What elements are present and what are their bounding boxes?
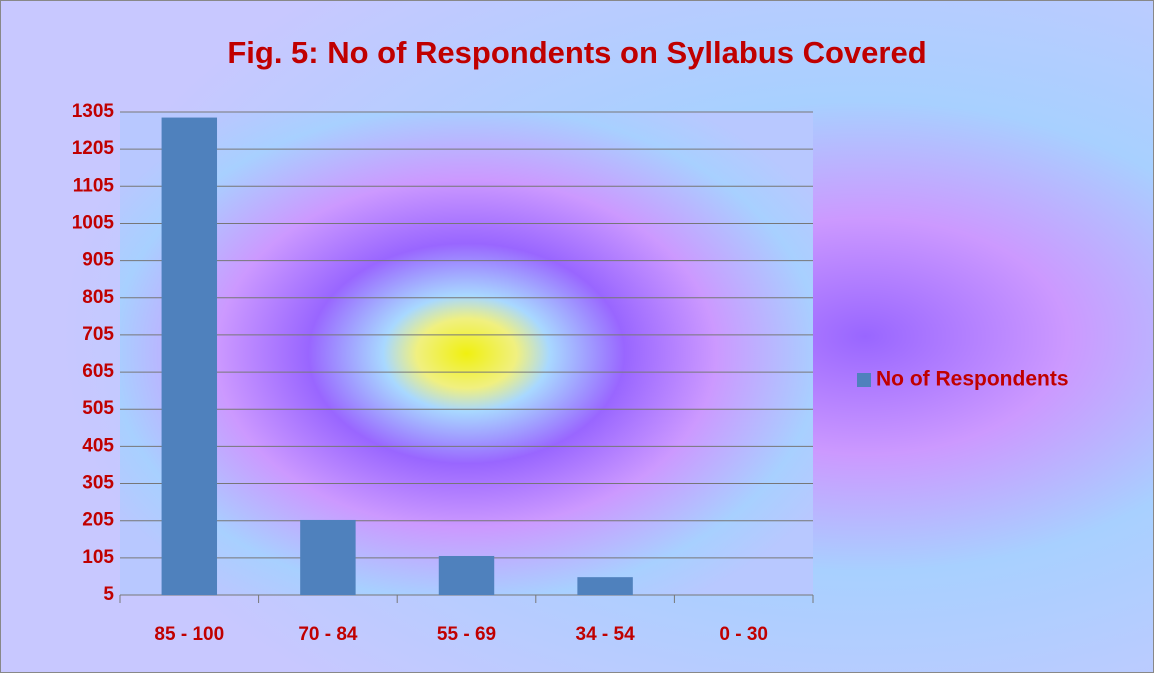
x-tick-label: 85 - 100 [154,624,224,645]
bar [577,577,633,595]
y-tick-label: 5 [103,584,114,605]
x-tick-label: 55 - 69 [437,624,496,645]
y-tick-label: 905 [82,250,114,271]
y-tick-label: 1305 [72,101,115,122]
y-tick-label: 505 [82,398,114,419]
y-tick-label: 305 [82,473,114,494]
y-tick-label: 1205 [72,138,115,159]
bar [438,555,495,595]
y-tick-label: 1105 [73,175,115,196]
legend-swatch [857,373,871,387]
legend-label: No of Respondents [876,368,1069,391]
bar [300,519,356,595]
x-tick-label: 70 - 84 [298,624,358,645]
y-tick-label: 705 [82,324,114,345]
y-tick-label: 105 [82,547,114,568]
y-tick-label: 405 [82,435,114,456]
y-tick-label: 205 [82,510,114,531]
x-tick-label: 34 - 54 [576,624,636,645]
plot-area [120,112,813,595]
y-tick-label: 1005 [72,212,115,233]
y-tick-label: 805 [82,287,114,308]
x-tick-label: 0 - 30 [719,624,768,645]
chart-title: Fig. 5: No of Respondents on Syllabus Co… [227,35,926,70]
bar [161,117,218,596]
y-tick-label: 605 [82,361,114,382]
